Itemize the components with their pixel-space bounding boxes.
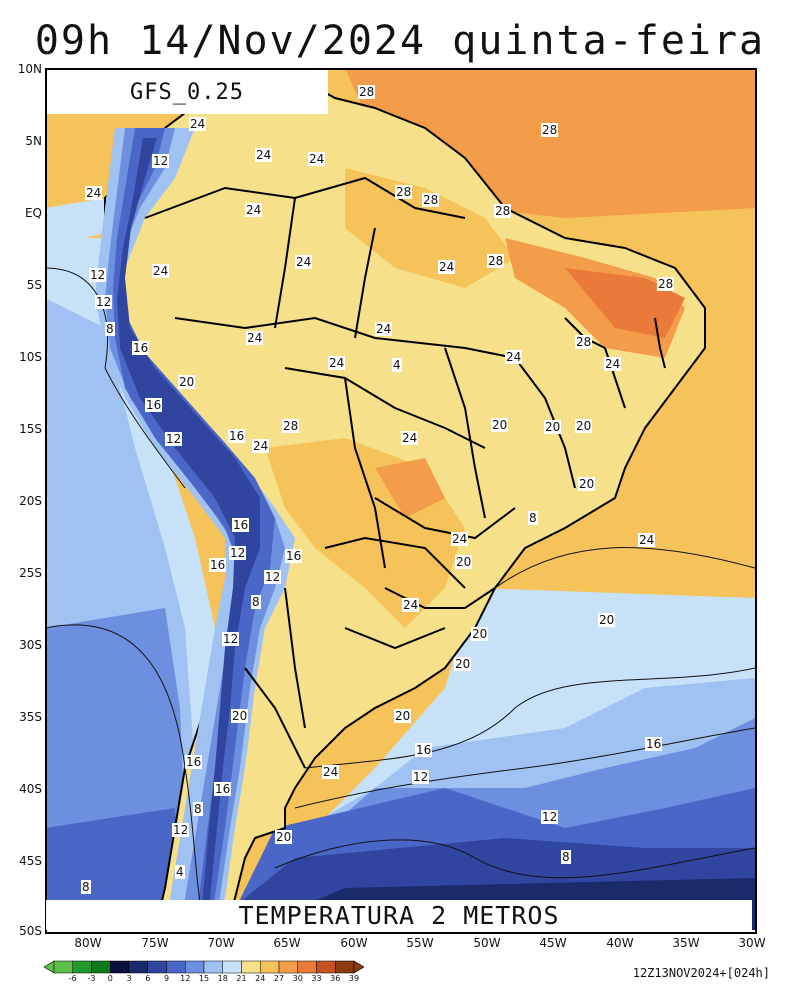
border-line [284,367,486,449]
isotherm-16 [44,624,206,931]
isotherm-24-atl [494,547,756,589]
political-borders [144,176,666,769]
colorbar-tick-label: 21 [236,974,247,983]
isotherm-pac [44,267,186,489]
colorbar-swatch [72,960,92,974]
colorbar-tick-label: 36 [330,974,341,983]
colorbar-arrow-right [353,960,364,974]
colorbar-swatch [91,960,111,974]
map-caption: TEMPERATURA 2 METROS [46,900,752,930]
land-warm-patch-north [345,168,515,288]
colorbar-swatch [53,960,73,974]
colorbar [44,960,364,974]
andes-coldest [117,138,260,930]
colorbar-swatch [316,960,336,974]
x-tick-label: 50W [473,936,501,950]
x-tick-label: 75W [141,936,169,950]
isotherm-lines [44,267,756,931]
colorbar-tick-label: 33 [311,974,322,983]
x-tick-label: 30W [738,936,766,950]
x-tick-label: 45W [539,936,567,950]
y-tick-label: 40S [19,782,42,796]
y-tick-label: 50S [19,924,42,938]
border-line [654,317,666,369]
colorbar-tick-label: -3 [87,974,96,983]
colorbar-swatch [185,960,205,974]
colorbar-tick-label: 18 [217,974,228,983]
andes-cold [105,128,285,930]
colorbar-swatch [297,960,317,974]
x-tick-label: 70W [207,936,235,950]
x-tick-label: 65W [273,936,301,950]
colorbar-swatch [110,960,130,974]
colorbar-tick-label: 3 [126,974,132,983]
colorbar-swatch [147,960,167,974]
y-tick-label: 5N [25,134,42,148]
border-line [444,347,486,519]
border-line [344,377,386,569]
x-tick-label: 60W [340,936,368,950]
y-tick-label: 35S [19,710,42,724]
colorbar-swatch [222,960,242,974]
colorbar-swatch [241,960,261,974]
border-line [274,197,296,329]
border-line [324,536,466,589]
border-line [374,497,516,540]
y-tick-label: 45S [19,854,42,868]
x-tick-label: 35W [672,936,700,950]
y-tick-label: 10S [19,350,42,364]
colorbar-tick-label: -6 [68,974,77,983]
x-tick-label: 55W [406,936,434,950]
y-tick-label: 25S [19,566,42,580]
y-tick-label: 15S [19,422,42,436]
map-svg [44,68,756,931]
border-line [284,587,306,729]
y-tick-label: 20S [19,494,42,508]
map-title: 09h 14/Nov/2024 quinta-feira [34,18,766,64]
colorbar-tick-label: 30 [292,974,303,983]
colorbar-tick-label: 39 [348,974,360,983]
y-tick-label: EQ [24,206,42,220]
colorbar-tick-label: 15 [198,974,210,983]
run-label: 12Z13NOV2024+[024h] [632,966,770,980]
isotherm-16-atl [294,727,756,809]
isotherm-12-atl [274,839,756,879]
y-tick-label: 5S [26,278,42,292]
colorbar-tick-label: 6 [145,974,151,983]
colorbar-tick-label: 24 [255,974,266,983]
y-tick-label: 10N [17,62,42,76]
andes-colder [113,128,275,930]
andes-cool [95,128,295,930]
y-tick-label: 30S [19,638,42,652]
border-line [344,627,446,650]
x-tick-label: 40W [606,936,634,950]
colorbar-tick-label: 9 [163,974,170,983]
colorbar-swatch [203,960,223,974]
colorbar-swatch [278,960,298,974]
model-label: GFS_0.25 [46,70,328,114]
colorbar-arrow-left [44,960,55,974]
colorbar-swatch [166,960,186,974]
x-tick-label: 80W [74,936,102,950]
border-line [354,227,376,339]
colorbar-swatch [128,960,148,974]
isotherm-20 [304,667,756,769]
colorbar-tick-label: 27 [273,974,285,983]
ocean-pacific-coldest [45,808,185,930]
border-line [144,176,466,219]
colorbar-tick-label: 0 [107,974,113,983]
land-hot-patch-center [375,458,445,518]
colorbar-tick-label: 12 [180,974,191,983]
colorbar-swatch [260,960,280,974]
border-line [244,667,306,769]
colorbar-swatch [335,960,355,974]
border-line [174,316,516,359]
temperature-map [44,68,756,931]
